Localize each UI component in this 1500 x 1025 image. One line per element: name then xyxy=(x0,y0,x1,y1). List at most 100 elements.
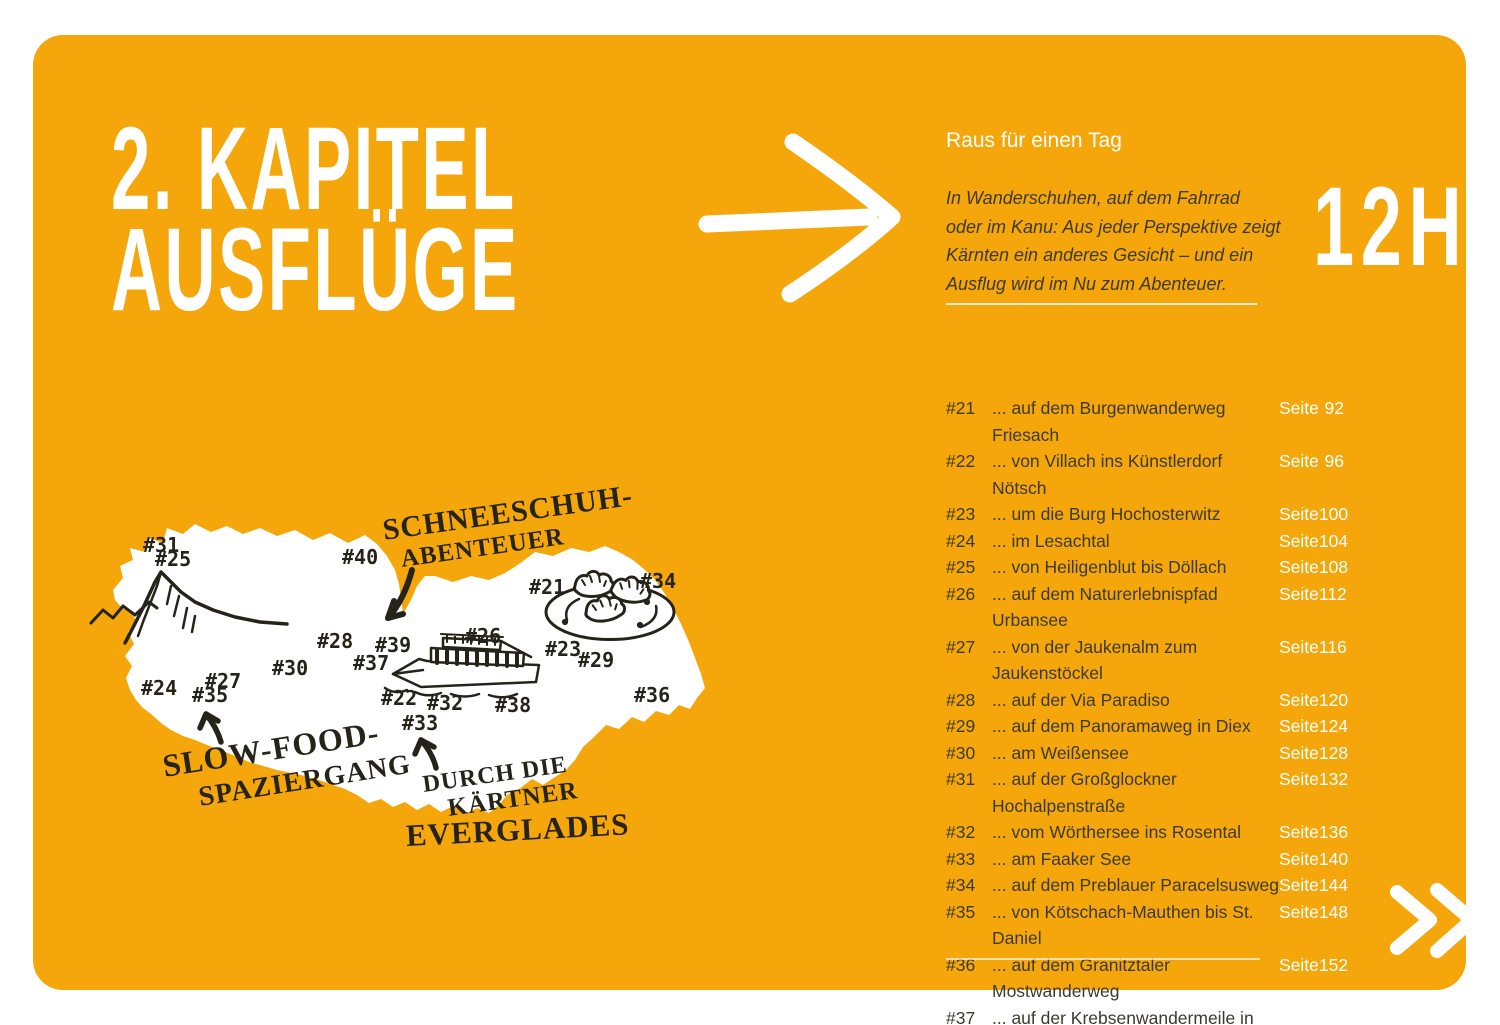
duration-badge: 12H xyxy=(1313,164,1469,289)
page-word: Seite xyxy=(1279,901,1319,922)
toc-row: #30 ... am Weißensee Seite 128 xyxy=(946,740,1348,767)
toc-row: #27 ... von der Jaukenalm zum Jaukenstöck… xyxy=(946,634,1347,687)
toc-item-number: #27 xyxy=(946,636,976,657)
page-number: 128 xyxy=(1318,742,1349,763)
toc-row: #22 ... von Villach ins Künstlerdorf Nöts… xyxy=(946,448,1344,501)
page-number: 112 xyxy=(1318,583,1347,604)
page-number: 136 xyxy=(1318,822,1349,842)
toc-item-title: ... auf dem Preblauer Paracelsusweg xyxy=(992,875,1279,895)
toc-item-title: ... auf dem Burgenwanderweg Friesach xyxy=(992,398,1226,445)
page-number: 96 xyxy=(1324,451,1344,471)
map-marker: #39 xyxy=(375,633,411,657)
toc-item-number: #23 xyxy=(946,504,976,524)
toc-item-number: #21 xyxy=(946,398,976,418)
map-marker: #23 xyxy=(545,637,581,661)
map-marker: #30 xyxy=(272,656,308,680)
toc-item-title: ... von der Jaukenalm zum Jaukenstöckel xyxy=(992,636,1198,684)
page-number: 100 xyxy=(1318,504,1349,524)
map-marker: #32 xyxy=(427,691,463,715)
toc-item-number: #35 xyxy=(946,901,976,922)
chapter-card: 2. KAPITEL AUSFLÜGE Raus für einen Tag I… xyxy=(33,35,1479,1025)
divider-top xyxy=(946,303,1257,305)
page-number: 132 xyxy=(1318,769,1349,789)
page-word: Seite xyxy=(1279,689,1319,710)
map-marker: #22 xyxy=(381,686,417,710)
page-number: 148 xyxy=(1318,901,1349,922)
map-marker: #26 xyxy=(465,624,501,648)
toc-item-number: #29 xyxy=(946,716,976,736)
toc-item-title: ... auf der Via Paradiso xyxy=(992,689,1170,710)
toc-item-page: Seite 136 xyxy=(1279,819,1348,846)
toc-item-number: #24 xyxy=(946,530,976,551)
toc-row: #21 ... auf dem Burgenwanderweg Friesach S… xyxy=(946,395,1344,448)
toc-item-number: #22 xyxy=(946,451,976,471)
map-marker: #36 xyxy=(634,683,670,707)
toc-item-number: #33 xyxy=(946,848,976,869)
toc-row: #34 ... auf dem Preblauer Paracelsusweg Se… xyxy=(946,872,1348,899)
page-number: 116 xyxy=(1318,636,1347,657)
page-word: Seite xyxy=(1279,636,1319,657)
toc-row: #32 ... vom Wörthersee ins Rosental Seite 1… xyxy=(946,819,1348,846)
page-word: Seite xyxy=(1279,954,1319,975)
carinthia-map: #31 #25 #40 #21 #34 #28 #39 #37 #26 #23 #29 #30 #24 #… xyxy=(89,479,710,878)
toc-item-number: #25 xyxy=(946,557,976,577)
mountain-sketch-icon xyxy=(89,570,289,645)
toc-item-title: ... am Faaker See xyxy=(992,848,1132,869)
toc-row: #33 ... am Faaker See Seite 140 xyxy=(946,846,1348,873)
page-word: Seite xyxy=(1279,583,1319,604)
map-marker: #29 xyxy=(578,648,614,672)
toc-row: #29 ... auf dem Panoramaweg in Diex Seite 1… xyxy=(946,713,1348,740)
toc-row: #25 ... von Heiligenblut bis Döllach Seite… xyxy=(946,554,1348,581)
page-word: Seite xyxy=(1279,1007,1319,1025)
toc-item-page: Seite 108 xyxy=(1279,554,1348,581)
page-number: 156 xyxy=(1318,1007,1349,1025)
page-word: Seite xyxy=(1279,822,1319,842)
map-marker: #28 xyxy=(317,629,353,653)
toc-item-title: ... um die Burg Hochosterwitz xyxy=(992,504,1221,524)
page-number: 140 xyxy=(1318,848,1349,869)
page-number: 124 xyxy=(1318,716,1349,736)
toc-item-page: Seite 128 xyxy=(1279,740,1348,767)
chapter-title: 2. KAPITEL AUSFLÜGE xyxy=(111,110,520,336)
toc-row: #28 ... auf der Via Paradiso Seite 120 xyxy=(946,687,1348,714)
section-kicker: Raus für einen Tag xyxy=(946,129,1122,152)
chapter-intro: In Wanderschuhen, auf dem Fahrrad oder im… xyxy=(946,184,1281,298)
toc-row: #37 ... auf der Krebsenwandermeile in Fre… xyxy=(946,1005,1348,1025)
toc-item-page: Seite 100 xyxy=(1279,501,1348,528)
toc-item-title: ... am Weißensee xyxy=(992,742,1129,763)
page-word: Seite xyxy=(1279,398,1319,418)
toc-row: #31 ... auf der Großglockner Hochalpenstr… xyxy=(946,766,1348,819)
toc-item-title: ... im Lesachtal xyxy=(992,530,1110,551)
toc-item-number: #28 xyxy=(946,689,976,710)
toc-item-page: Seite 140 xyxy=(1279,846,1348,873)
toc-item-title: ... von Heiligenblut bis Döllach xyxy=(992,557,1227,577)
page-word: Seite xyxy=(1279,504,1319,524)
page-number: 152 xyxy=(1318,954,1349,975)
page-word: Seite xyxy=(1279,557,1319,577)
toc-item-page: Seite 112 xyxy=(1279,581,1347,634)
page-number: 104 xyxy=(1318,530,1349,551)
toc-item-page: Seite 144 xyxy=(1279,872,1348,899)
toc-item-page: Seite 96 xyxy=(1279,448,1344,501)
toc-item-page: Seite 116 xyxy=(1279,634,1347,687)
chapter-title-line2: AUSFLÜGE xyxy=(111,204,520,336)
toc-row: #24 ... im Lesachtal Seite 104 xyxy=(946,528,1348,555)
map-marker: #38 xyxy=(495,693,531,717)
toc-item-number: #26 xyxy=(946,583,976,604)
page-word: Seite xyxy=(1279,769,1319,789)
map-marker: #24 xyxy=(141,676,177,700)
page-word: Seite xyxy=(1279,451,1319,471)
next-page-chevrons-icon xyxy=(1390,883,1479,958)
map-marker: #35 xyxy=(192,683,228,707)
map-marker: #25 xyxy=(155,547,191,571)
intro-line: Ausflug wird im Nu zum Abenteuer. xyxy=(946,273,1227,294)
toc-item-page: Seite 104 xyxy=(1279,528,1348,555)
toc-item-number: #32 xyxy=(946,822,976,842)
toc-item-page: Seite 156 xyxy=(1279,1005,1348,1025)
toc-row: #23 ... um die Burg Hochosterwitz Seite 100 xyxy=(946,501,1348,528)
toc-item-page: Seite 92 xyxy=(1279,395,1344,448)
page-number: 108 xyxy=(1318,557,1349,577)
toc-item-title: ... von Kötschach-Mauthen bis St. Daniel xyxy=(992,901,1254,949)
toc-item-page: Seite 124 xyxy=(1279,713,1348,740)
